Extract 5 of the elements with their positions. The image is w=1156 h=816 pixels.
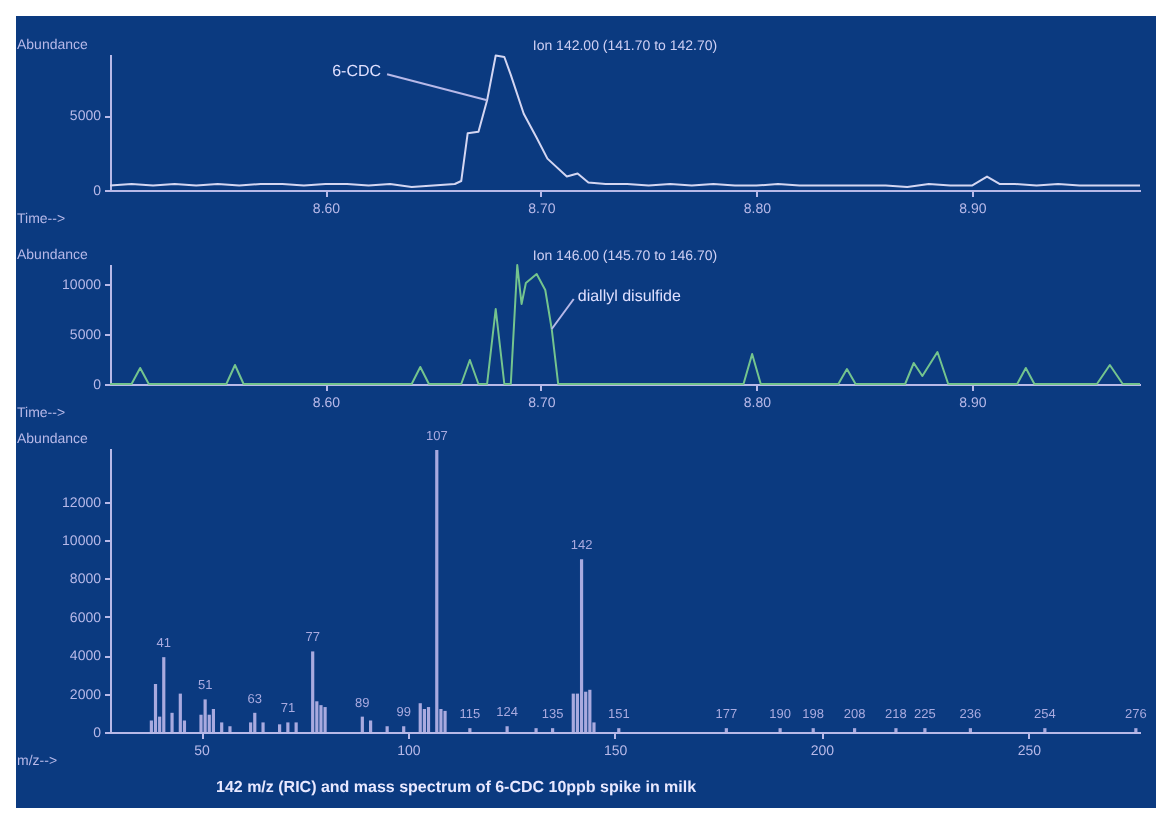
line-series (109, 264, 1141, 385)
line-series (109, 54, 1141, 189)
annotation: 6-CDC (332, 62, 382, 81)
annotation: diallyl disulfide (577, 287, 682, 305)
text: 142 m/z (RIC) and mass spectrum of 6-CDC 10ppb spike in milk (216, 778, 697, 798)
